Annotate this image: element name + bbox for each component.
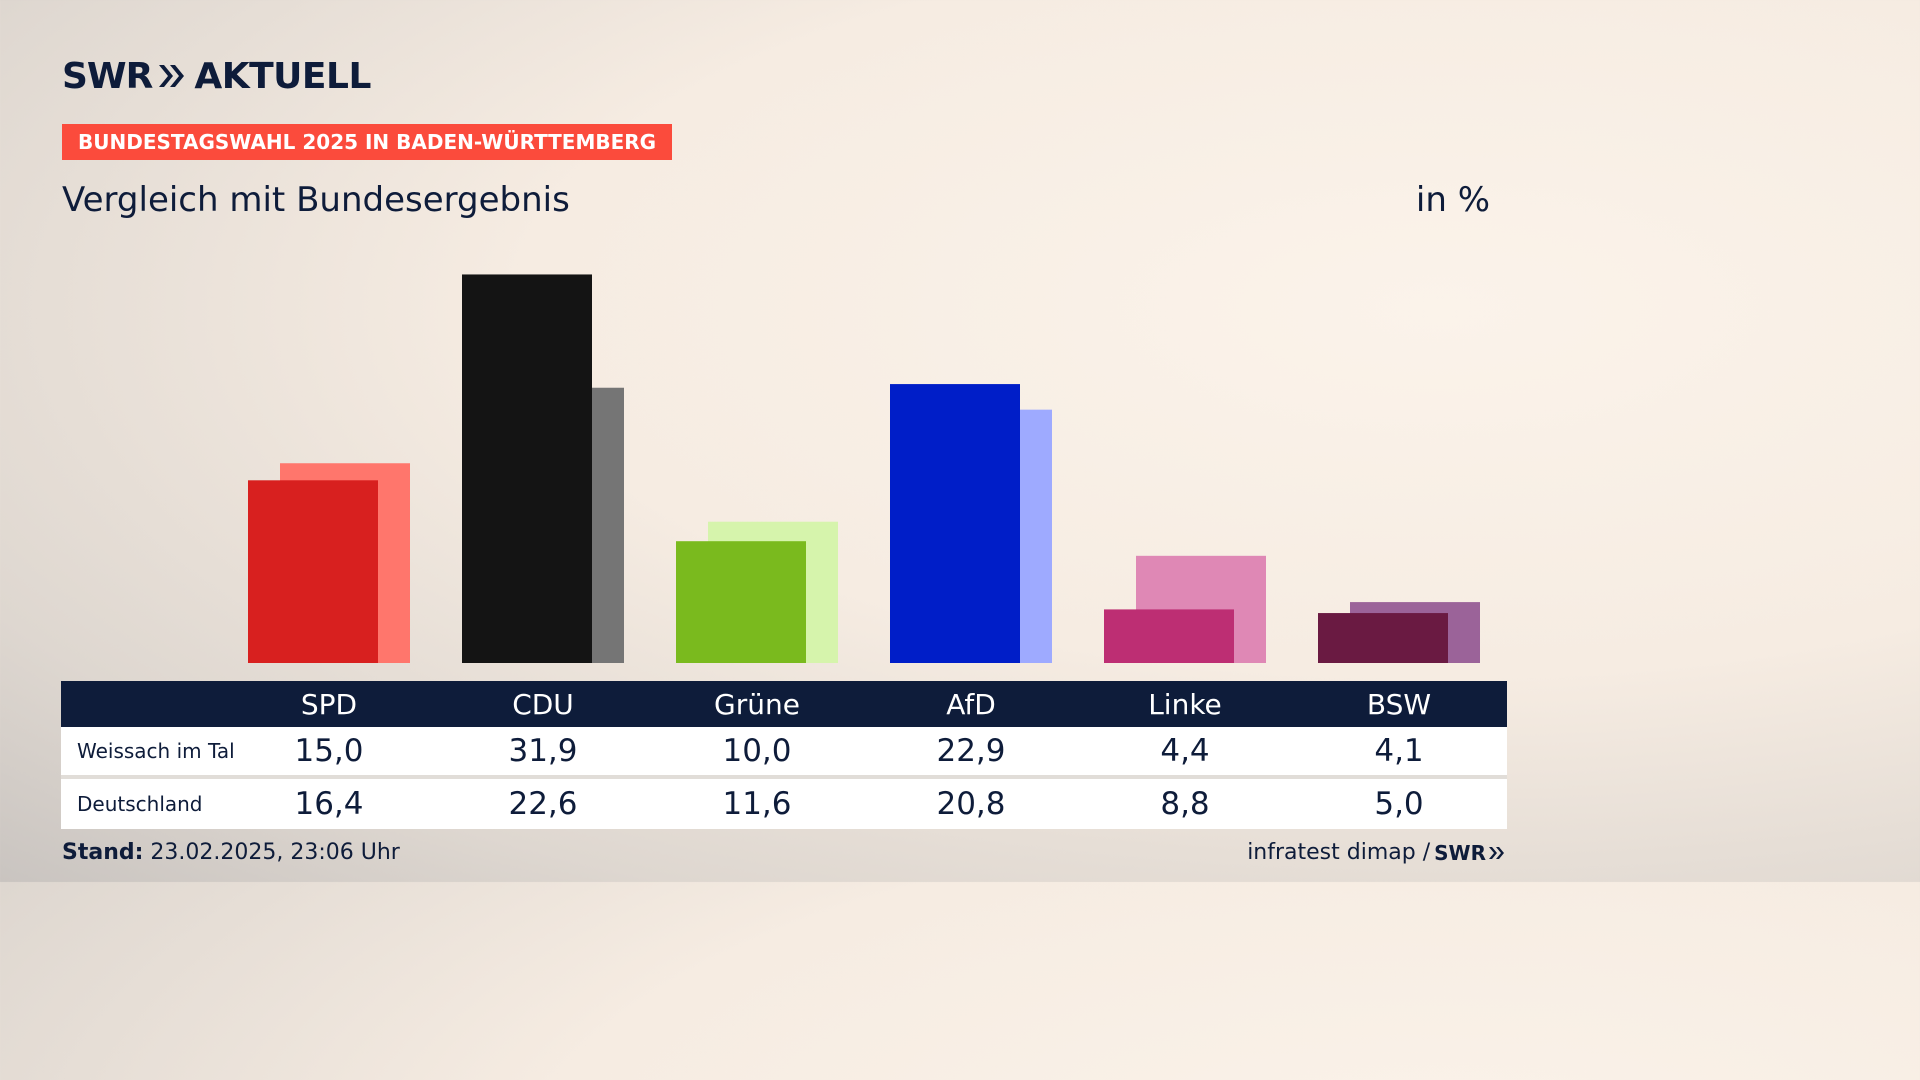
logo-aktuell-text: AKTUELL [194,55,371,97]
source-swr-logo: SWR [1434,840,1486,865]
table-cell: 10,0 [722,733,792,769]
source-credit: infratest dimap / SWR [1247,840,1506,865]
table-cell: 11,6 [722,786,792,822]
table-cell: 8,8 [1160,786,1210,822]
source-text: infratest dimap / [1247,840,1431,865]
table-cell: 5,0 [1374,786,1424,822]
table-cell: 16,4 [294,786,364,822]
chart-subtitle: Vergleich mit Bundesergebnis [62,180,570,220]
bar-weissach-linke [1104,609,1234,663]
timestamp: Stand: 23.02.2025, 23:06 Uhr [62,840,400,865]
logo-swr-text: SWR [62,55,153,97]
row-label-deutschland: Deutschland [77,792,203,816]
column-header-grüne: Grüne [714,687,800,721]
column-header-spd: SPD [300,687,358,721]
table-cell: 20,8 [936,786,1006,822]
bar-weissach-bsw [1318,613,1448,663]
bar-weissach-cdu [462,274,592,663]
column-header-linke: Linke [1148,687,1222,721]
table-cell: 15,0 [294,733,364,769]
double-chevron-icon [156,61,186,91]
stand-label: Stand: [62,840,144,865]
bar-weissach-afd [890,384,1020,663]
election-banner: BUNDESTAGSWAHL 2025 IN BADEN-WÜRTTEMBERG [62,124,673,160]
column-header-cdu: CDU [512,687,574,721]
table-cell: 4,4 [1160,733,1210,769]
table-cell: 31,9 [508,733,578,769]
small-chevron-icon [1488,845,1506,861]
table-row-deutschland: Deutschland 16,4 22,6 11,6 20,8 8,8 5,0 [61,779,1507,829]
bar-weissach-grüne [676,541,806,663]
table-cell: 4,1 [1374,733,1424,769]
column-header-bsw: BSW [1366,687,1432,721]
unit-label: in % [1415,180,1490,220]
table-cell: 22,9 [936,733,1006,769]
row-label-weissach: Weissach im Tal [77,739,235,763]
table-header: SPD CDU Grüne AfD Linke BSW [61,681,1507,727]
results-table: SPD CDU Grüne AfD Linke BSW Weissach im Tal 1… [61,681,1507,829]
table-row-weissach: Weissach im Tal 15,0 31,9 10,0 22,9 4,4 4,1 [61,727,1507,779]
bar-chart [248,274,1480,663]
table-cell: 22,6 [508,786,578,822]
swr-aktuell-logo: SWR AKTUELL [62,55,371,97]
stand-value: 23.02.2025, 23:06 Uhr [150,840,400,865]
column-header-afd: AfD [946,687,996,721]
bar-weissach-spd [248,480,378,663]
